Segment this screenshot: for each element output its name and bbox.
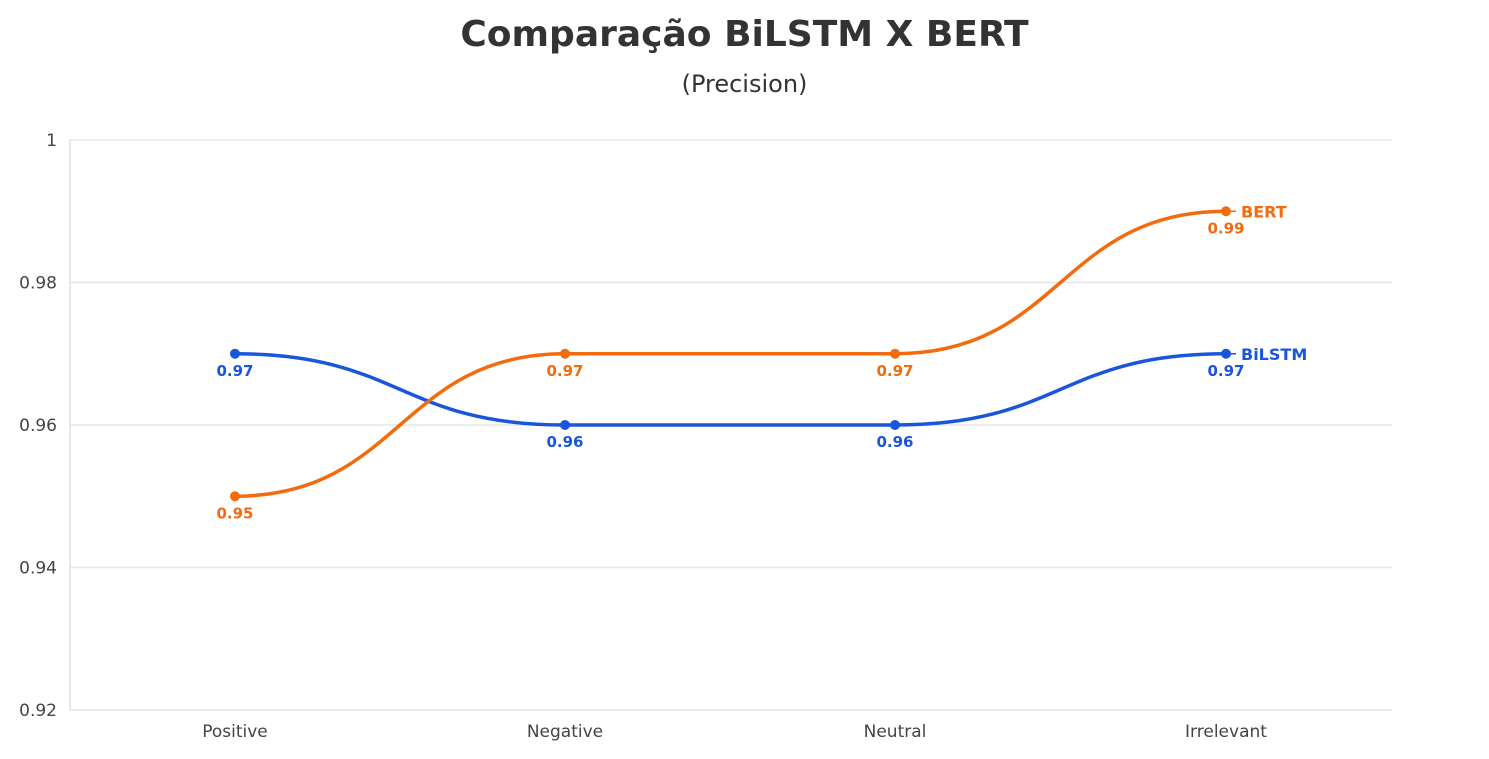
bert-data-label: 0.95: [216, 504, 253, 522]
bert-point: [560, 348, 570, 359]
bert-series-label: BERT: [1241, 202, 1287, 221]
bert-data-label: 0.99: [1207, 219, 1244, 237]
bilstm-data-label: 0.96: [546, 433, 583, 451]
bilstm-point: [560, 420, 570, 430]
bert-line: [233, 209, 1228, 498]
axes: 0.92 0.94 0.96 0.98 1 Positive Negative Neutral…: [19, 131, 1267, 742]
y-tick-label: 1: [46, 131, 57, 151]
series-group: [230, 206, 1231, 502]
x-tick-label: Neutral: [864, 722, 927, 742]
y-tick-label: 0.98: [19, 274, 57, 294]
y-tick-label: 0.96: [19, 416, 57, 436]
bert-data-label: 0.97: [546, 362, 583, 380]
bert-point: [230, 491, 240, 502]
bilstm-point: [230, 348, 240, 359]
x-tick-label: Negative: [527, 722, 603, 742]
bilstm-data-label: 0.96: [876, 433, 913, 451]
bilstm-series-label: BiLSTM: [1241, 345, 1307, 364]
bilstm-point: [890, 420, 900, 430]
bert-point: [890, 348, 900, 359]
chart-title: Comparação BiLSTM X BERT: [460, 14, 1029, 55]
y-tick-label: 0.94: [19, 559, 57, 579]
bilstm-line: [233, 352, 1228, 427]
chart-subtitle: (Precision): [681, 70, 808, 98]
bert-data-label: 0.97: [876, 362, 913, 380]
x-tick-label: Irrelevant: [1185, 722, 1267, 742]
x-tick-label: Positive: [202, 722, 268, 742]
bilstm-data-label: 0.97: [1207, 362, 1244, 380]
y-tick-label: 0.92: [19, 701, 57, 721]
bilstm-data-label: 0.97: [216, 362, 253, 380]
